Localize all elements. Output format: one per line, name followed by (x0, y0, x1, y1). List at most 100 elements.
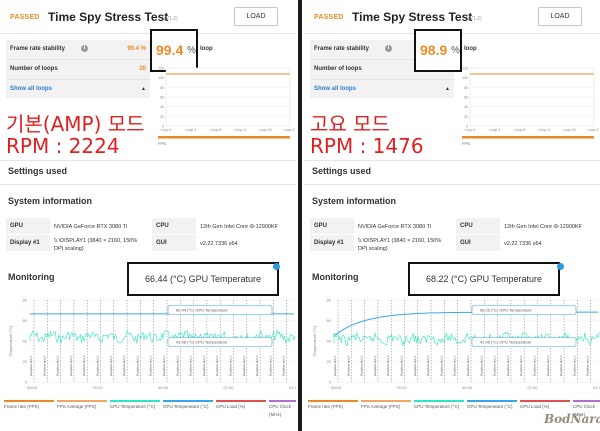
gui-label: GUI (152, 235, 196, 251)
show-all-loops-link[interactable]: Show all loops (314, 86, 357, 92)
test-version: (V1.2) (164, 16, 178, 22)
system-information-heading: System information (312, 196, 397, 206)
graphics-test-label: Graphics test 1 (533, 355, 537, 376)
frame-rate-stability-label: Frame rate stability (314, 46, 370, 52)
monitoring-y-axis-label: Temperature (°C) (312, 325, 317, 356)
legend-color-bar (414, 400, 464, 402)
mini-chart-fps-label: FPS (158, 141, 166, 146)
passed-badge: PASSED (10, 14, 40, 21)
graphics-test-label: Graphics test 1 (453, 355, 457, 376)
graphics-test-label: Graphics test 1 (282, 355, 286, 376)
temperature-marker-dot (273, 263, 280, 270)
graphics-test-label: Graphics test 1 (586, 355, 590, 376)
legend-unit-label: (MHz) (573, 412, 586, 417)
stability-callout-value: 99.4 (156, 42, 184, 58)
mini-chart-x-tick: Loop 12 (538, 128, 551, 132)
legend-item[interactable]: CPU Clock (573, 400, 600, 409)
info-icon[interactable]: i (385, 45, 392, 52)
legend-item[interactable]: GPU Load (%) (216, 400, 268, 409)
number-of-loops-label: Number of loops (10, 66, 58, 72)
monitoring-x-tick: 00:00 (27, 385, 38, 390)
monitoring-x-tick: 01:00 (527, 385, 538, 390)
legend-item[interactable]: CPU Clock (269, 400, 296, 409)
gui-value: v2.22.7336 s64 (200, 241, 238, 247)
mini-chart-x-tick: Loop 20 (284, 128, 294, 132)
show-all-loops-row[interactable]: Show all loops ▲ (6, 80, 150, 98)
graphics-test-label: Graphics test 1 (268, 355, 272, 376)
mode-label: 기본(AMP) 모드 (6, 112, 145, 136)
loop-fps-chart: 120 100 80 60 40 20 0 Loop 0 Loop 4 Loop 8 Loop 12… (152, 62, 294, 148)
gpu-label: GPU (6, 218, 50, 234)
stability-callout: 99.4 % (150, 29, 198, 72)
rpm-label: RPM : 1476 (310, 134, 424, 158)
legend-item[interactable]: FPS Average (FPS) (361, 400, 413, 409)
gpu-temperature-tooltip-box (471, 305, 577, 315)
cpu-temperature-tooltip: 41.96 (°C) CPU Temperature (480, 340, 532, 345)
show-all-loops-link[interactable]: Show all loops (10, 86, 53, 92)
stability-callout-unit: % (451, 45, 460, 56)
legend-item[interactable]: Frame rate (FPS) (308, 400, 360, 409)
monitoring-x-tick: 01:00 (223, 385, 234, 390)
gpu-temperature-tooltip: 66.44 (°C) GPU Temperature (176, 308, 228, 313)
legend-label: Frame rate (FPS) (4, 404, 40, 409)
legend-item[interactable]: GPU Load (%) (520, 400, 572, 409)
gui-label: GUI (456, 235, 500, 251)
legend-label: CPU Temperature (°C) (110, 404, 156, 409)
section-divider (0, 184, 296, 185)
collapse-triangle-icon[interactable]: ▲ (445, 86, 450, 92)
watermark-logo: BodNara (544, 412, 600, 426)
mini-chart-y-tick: 0 (466, 125, 468, 129)
monitoring-y-tick: 0 (25, 380, 28, 385)
number-of-loops-label: Number of loops (314, 66, 362, 72)
mini-chart-x-tick: Loop 16 (563, 128, 576, 132)
mini-chart-x-tick: Loop 8 (514, 128, 525, 132)
legend-color-bar (216, 400, 266, 402)
legend-color-bar (573, 400, 600, 402)
monitoring-y-tick: 60 (327, 318, 332, 323)
graphics-test-label: Graphics test 1 (519, 355, 523, 376)
result-header: PASSED Time Spy Stress Test (V1.2) LOAD (304, 0, 600, 34)
legend-item[interactable]: Frame rate (FPS) (4, 400, 56, 409)
result-panel-left: PASSED Time Spy Stress Test (V1.2) LOAD … (0, 0, 296, 431)
legend-item[interactable]: GPU Temperature (°C) (163, 400, 215, 409)
graphics-test-label: Graphics test 1 (42, 355, 46, 376)
legend-item[interactable]: CPU Temperature (°C) (110, 400, 162, 409)
mode-label: 고요 모드 (310, 112, 390, 136)
passed-badge: PASSED (314, 14, 344, 21)
graphics-test-label: Graphics test 1 (506, 355, 510, 376)
mini-chart-y-tick: 20 (464, 115, 468, 119)
monitoring-legend: Frame rate (FPS) FPS Average (FPS) CPU Tem… (308, 400, 600, 417)
legend-item[interactable]: GPU Temperature (°C) (467, 400, 519, 409)
mini-chart-x-tick: Loop 0 (465, 128, 476, 132)
monitoring-x-tick: 00:00 (331, 385, 342, 390)
graphics-test-label: Graphics test 1 (162, 355, 166, 376)
mini-chart-fps-legend-bar (462, 136, 594, 139)
monitoring-x-tick: 01:20 (593, 385, 600, 390)
graphics-test-label: Graphics test 1 (29, 355, 33, 376)
legend-label: FPS Average (FPS) (57, 404, 97, 409)
graphics-test-label: Graphics test 1 (479, 355, 483, 376)
info-icon[interactable]: i (81, 45, 88, 52)
load-button[interactable]: LOAD (234, 7, 278, 26)
legend-item[interactable]: CPU Temperature (°C) (414, 400, 466, 409)
stress-stats: Frame rate stability i 99.4 % Number of … (6, 40, 150, 98)
gui-value: v2.22.7336 s64 (504, 241, 542, 247)
cpu-label: CPU (456, 218, 500, 234)
frame-rate-stability-row: Frame rate stability i 99.4 % (6, 40, 150, 60)
legend-label: GPU Temperature (°C) (467, 404, 513, 409)
monitoring-chart: 80 60 40 20 0 Temperature (°C) Graphics test 1… (0, 296, 296, 402)
legend-label: GPU Load (%) (216, 404, 246, 409)
legend-item[interactable]: FPS Average (FPS) (57, 400, 109, 409)
load-button[interactable]: LOAD (538, 7, 582, 26)
show-all-loops-row[interactable]: Show all loops ▲ (310, 80, 454, 98)
mini-chart-x-tick: Loop 8 (210, 128, 221, 132)
test-title: Time Spy Stress Test (48, 10, 169, 24)
gpu-value: NVIDIA GeForce RTX 3080 Ti (54, 224, 127, 230)
display-value: \\.\DISPLAY1 (3840 × 2160, 150% DPI scal… (54, 238, 138, 252)
graphics-test-label: Graphics test 1 (493, 355, 497, 376)
mini-chart-y-tick: 100 (462, 76, 468, 80)
legend-color-bar (163, 400, 213, 402)
legend-color-bar (361, 400, 411, 402)
mini-chart-y-tick: 120 (158, 67, 164, 71)
collapse-triangle-icon[interactable]: ▲ (141, 86, 146, 92)
